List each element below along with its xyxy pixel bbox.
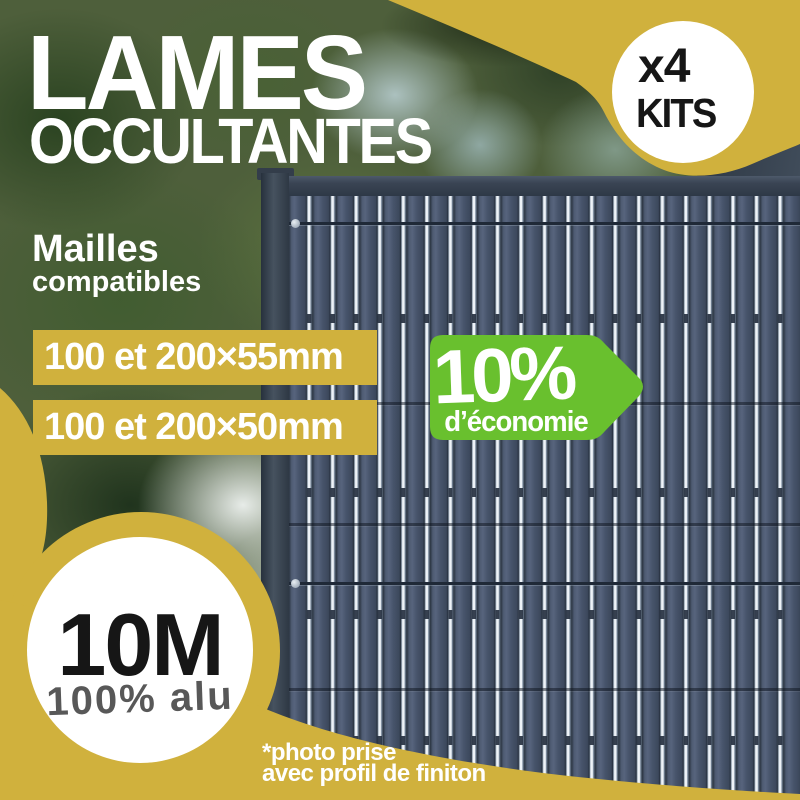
subtitle-line1: Mailles [32,228,159,270]
size-banner-50mm: 100 et 200×50mm [33,400,377,455]
fence-wire-crimps [289,314,800,323]
footnote-line1: *photo prise [262,739,397,766]
fence-seam [289,688,800,691]
fence-wire-crimps [289,736,800,745]
footnote-line2: avec profil de finiton [262,760,486,787]
fence-panel [289,176,800,800]
fence-bolt [291,579,300,588]
subtitle-line2: compatibles [32,266,202,298]
fence-wire-crimps [289,488,800,497]
fence-slats [289,196,800,800]
fence-horizontal-wire [289,579,800,588]
headline-line2: OCCULTANTES [29,105,433,177]
fence-top-rail [289,176,800,196]
fence-bolt [291,219,300,228]
kits-badge-count: x4 [638,40,690,93]
length-badge-material: 100% alu [45,673,235,725]
promo-label: d’économie [444,406,589,438]
length-badge-value: 10M [57,595,224,694]
kits-badge: x4 KITS [612,21,754,163]
yellow-swoosh-bottom [0,600,800,800]
size-banner-55mm: 100 et 200×55mm [33,330,377,385]
length-badge: 10M 100% alu [27,537,253,763]
headline-line1: LAMES [27,14,368,132]
fence-horizontal-wire [289,219,800,228]
promo-percent: 10% [431,330,575,421]
kits-badge-label: KITS [636,90,717,136]
photo-footnote: *photo prise avec profil de finiton [262,739,486,787]
fence-seam [289,523,800,526]
fence-wire-crimps [289,610,800,619]
promo-tag-shape [430,335,643,440]
